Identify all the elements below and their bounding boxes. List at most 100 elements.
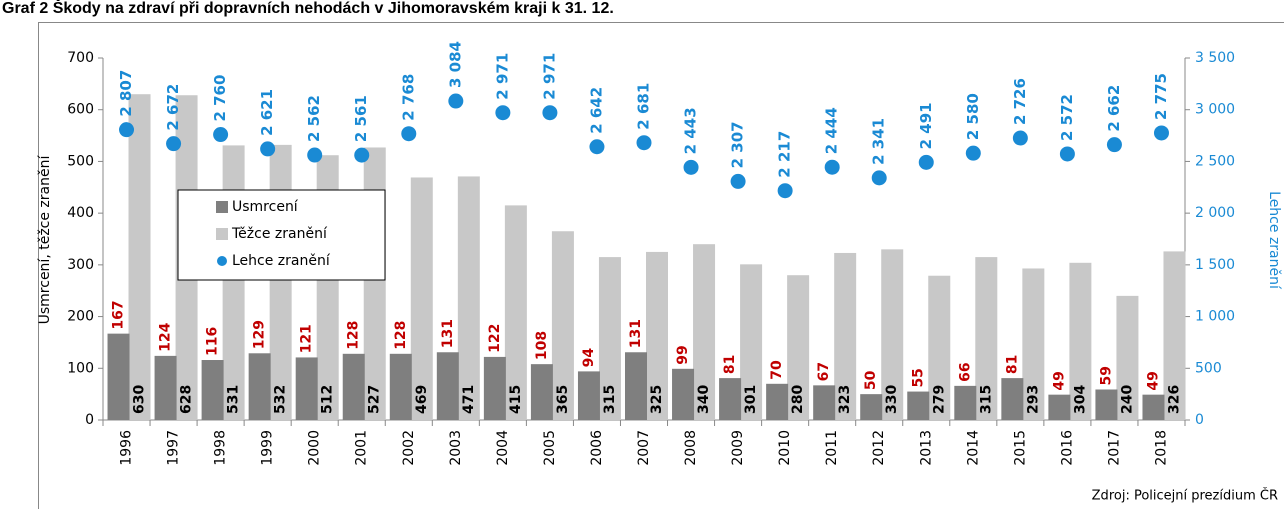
dot — [166, 136, 182, 152]
bar — [389, 353, 412, 420]
chart-title: Graf 2 Škody na zdraví při dopravních ne… — [2, 0, 614, 17]
x-tick-label: 2002 — [401, 430, 417, 466]
x-tick-label: 2008 — [683, 430, 699, 466]
value-label: 128 — [346, 321, 362, 350]
dot — [119, 122, 135, 138]
legend-box — [177, 189, 386, 281]
value-label: 2 971 — [540, 53, 558, 100]
value-label: 301 — [743, 385, 759, 414]
bar — [766, 383, 789, 420]
x-tick-label: 2015 — [1012, 430, 1028, 466]
value-label: 469 — [414, 385, 430, 414]
value-label: 340 — [696, 385, 712, 414]
value-label: 50 — [863, 370, 879, 390]
value-label: 2 807 — [117, 70, 135, 117]
value-label: 59 — [1098, 366, 1114, 385]
x-tick-label: 1999 — [260, 430, 276, 466]
value-label: 2 341 — [870, 118, 888, 165]
value-label: 512 — [320, 385, 336, 414]
y2-tick-label: 1 000 — [1195, 309, 1235, 325]
legend-swatch — [217, 256, 227, 266]
y-tick-label: 100 — [67, 360, 94, 376]
legend-label: Lehce zranění — [232, 253, 331, 269]
value-label: 415 — [508, 385, 524, 414]
bar — [1048, 394, 1071, 420]
bar — [483, 356, 506, 420]
x-tick-label: 1997 — [166, 430, 182, 466]
bar — [860, 394, 883, 420]
value-label: 2 580 — [964, 93, 982, 140]
bar — [363, 147, 386, 421]
bar — [457, 176, 480, 420]
bar — [1142, 394, 1165, 420]
legend-swatch — [216, 201, 228, 213]
dot — [1106, 137, 1122, 153]
dot — [401, 126, 417, 142]
y2-axis-label: Lehce zranění — [1266, 191, 1282, 290]
bar — [975, 257, 998, 420]
value-label: 2 662 — [1105, 85, 1123, 132]
value-label: 108 — [534, 331, 550, 360]
bar — [625, 352, 647, 420]
value-label: 330 — [884, 385, 900, 414]
x-tick-label: 2017 — [1106, 430, 1122, 466]
value-label: 630 — [132, 385, 148, 414]
value-label: 2 217 — [776, 131, 794, 178]
value-label: 167 — [111, 300, 127, 329]
value-label: 240 — [1119, 385, 1135, 414]
value-label: 293 — [1025, 385, 1041, 414]
dot — [636, 135, 652, 151]
value-label: 2 768 — [399, 74, 417, 121]
bar — [342, 353, 365, 420]
y-tick-label: 500 — [67, 153, 94, 169]
x-tick-label: 2014 — [965, 430, 981, 466]
y2-tick-label: 0 — [1195, 412, 1204, 428]
bar — [598, 257, 621, 420]
bar — [834, 252, 857, 420]
value-label: 2 775 — [1152, 73, 1170, 120]
legend-label: Usmrcení — [232, 199, 299, 215]
bar — [1001, 378, 1024, 420]
bar — [928, 275, 951, 420]
bar — [672, 368, 695, 420]
legend-swatch — [216, 228, 228, 240]
dot — [1012, 130, 1028, 146]
x-tick-label: 2013 — [918, 430, 934, 466]
y-tick-label: 200 — [67, 309, 94, 325]
dot — [965, 145, 981, 161]
value-label: 2 561 — [352, 95, 370, 142]
bar — [128, 94, 151, 420]
value-label: 99 — [675, 345, 691, 364]
value-label: 2 572 — [1058, 94, 1076, 141]
y2-tick-label: 2 000 — [1195, 205, 1235, 221]
dot — [824, 159, 840, 175]
bar — [740, 264, 763, 420]
bar — [222, 145, 245, 420]
value-label: 49 — [1145, 371, 1161, 390]
bar — [693, 244, 716, 420]
x-tick-label: 2018 — [1153, 430, 1169, 466]
value-label: 471 — [461, 385, 477, 414]
value-label: 49 — [1051, 371, 1067, 390]
dot — [260, 141, 276, 157]
legend-label: Těžce zranění — [231, 226, 328, 242]
value-label: 323 — [837, 385, 853, 414]
bar — [504, 205, 527, 420]
dot — [683, 159, 699, 175]
y2-tick-label: 3 000 — [1195, 102, 1235, 118]
x-tick-label: 2006 — [589, 430, 605, 466]
bar — [787, 275, 810, 420]
y-tick-label: 400 — [67, 205, 94, 221]
x-tick-label: 1998 — [213, 430, 229, 466]
x-tick-label: 2001 — [354, 430, 370, 466]
y-tick-label: 700 — [67, 50, 94, 66]
x-tick-label: 2007 — [636, 430, 652, 466]
x-tick-label: 2010 — [777, 430, 793, 466]
bar — [881, 249, 904, 420]
value-label: 67 — [816, 362, 832, 381]
x-tick-label: 2000 — [307, 430, 323, 466]
bar — [1163, 251, 1186, 420]
x-tick-label: 2016 — [1059, 430, 1075, 466]
value-label: 2 760 — [211, 75, 229, 122]
value-label: 2 491 — [917, 102, 935, 149]
